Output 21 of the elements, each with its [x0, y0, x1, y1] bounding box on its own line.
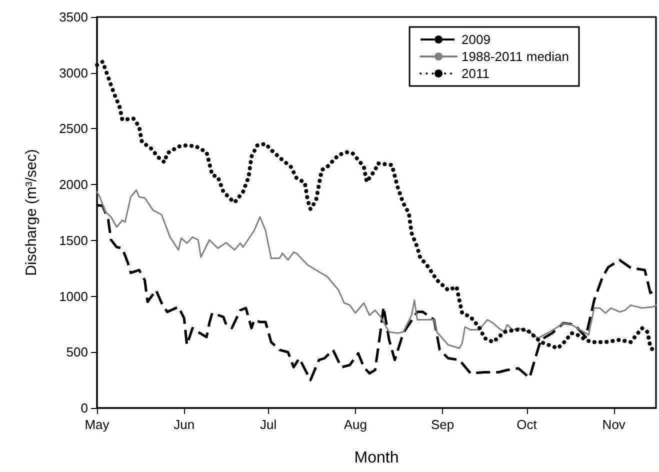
x-axis-title: Month — [354, 450, 399, 466]
y-tick-label: 2000 — [59, 177, 88, 192]
y-tick-label: 1500 — [59, 232, 88, 248]
x-tick-label: May — [84, 417, 110, 432]
y-tick-label: 500 — [66, 344, 88, 360]
legend-label: 1988-2011 median — [462, 49, 569, 64]
y-tick-label: 3000 — [59, 65, 88, 80]
y-tick-label: 2500 — [59, 121, 88, 136]
y-tick-label: 1000 — [59, 288, 88, 304]
y-axis-title: Discharge (m³/sec) — [23, 149, 40, 276]
line-series — [96, 189, 657, 349]
y-tick-label: 3500 — [59, 10, 88, 24]
x-tick-label: Oct — [516, 417, 538, 432]
y-tick-label: 0 — [80, 400, 88, 416]
x-tick-label: Jul — [260, 417, 277, 432]
legend-label: 2009 — [462, 32, 490, 47]
x-tick-label: Jun — [174, 417, 195, 432]
legend-label: 2011 — [462, 66, 490, 81]
x-tick-label: Aug — [344, 417, 368, 432]
x-tick-label: Nov — [602, 417, 626, 432]
x-tick-label: Sep — [430, 417, 454, 432]
